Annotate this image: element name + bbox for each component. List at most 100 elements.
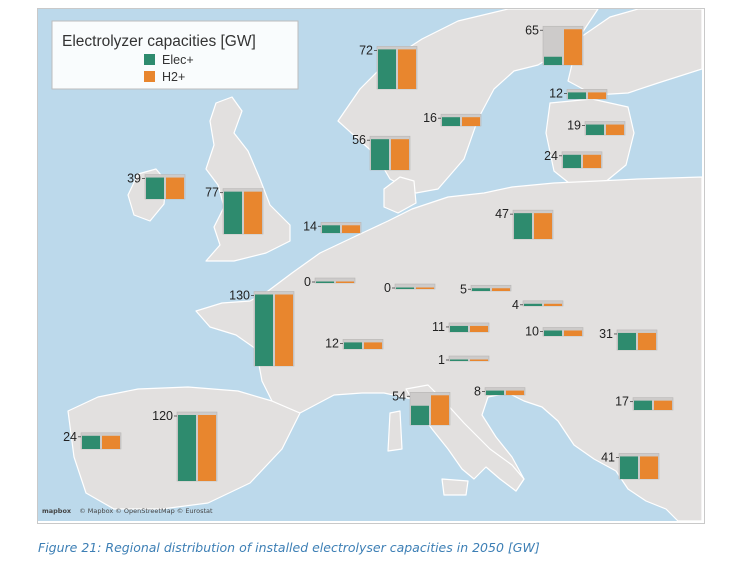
- region-bars: 47: [495, 207, 554, 240]
- region-bars: 10: [525, 325, 584, 339]
- value-label: 14: [303, 219, 317, 233]
- bar-h2: [275, 294, 293, 366]
- bar-h2: [654, 400, 672, 410]
- bar-h2: [364, 342, 382, 349]
- bar-h2: [506, 390, 524, 395]
- bar-elec: [524, 303, 542, 306]
- bar-elec: [563, 154, 581, 168]
- value-label: 24: [63, 430, 77, 444]
- bar-elec: [634, 400, 652, 410]
- bar-h2: [544, 303, 562, 306]
- region-box: [448, 322, 490, 333]
- bar-elec: [146, 177, 164, 199]
- legend-title: Electrolyzer capacities [GW]: [62, 33, 256, 50]
- region-bars: 1: [438, 353, 490, 367]
- bar-h2: [588, 92, 606, 99]
- region-bars: 4: [512, 298, 564, 312]
- region-box: [342, 339, 384, 350]
- bar-h2: [398, 49, 416, 89]
- value-label: 12: [325, 336, 339, 350]
- region-bars: 39: [127, 172, 186, 200]
- land-sardinia: [387, 410, 403, 452]
- legend: Electrolyzer capacities [GW] Elec+ H2+: [51, 20, 299, 90]
- bar-elec: [586, 124, 604, 135]
- land-denmark: [383, 176, 417, 214]
- legend-label-h2: H2+: [162, 70, 185, 84]
- region-bars: 54: [392, 389, 451, 426]
- bar-h2: [244, 191, 262, 234]
- region-bars: 72: [359, 43, 418, 90]
- value-label: 19: [567, 119, 581, 133]
- land-continent: [195, 176, 702, 521]
- region-box: [440, 113, 482, 127]
- region-bars: 8: [474, 385, 526, 399]
- region-bars: 17: [615, 395, 674, 411]
- region-bars: 56: [352, 133, 411, 171]
- region-bars: 12: [325, 336, 384, 350]
- value-label: 47: [495, 207, 509, 221]
- value-label: 8: [474, 385, 481, 399]
- bar-elec: [224, 191, 242, 234]
- region-bars: 120: [152, 409, 218, 482]
- region-bars: 65: [525, 23, 584, 66]
- region-box: [314, 277, 356, 284]
- value-label: 1: [438, 353, 445, 367]
- region-box: [566, 89, 608, 100]
- region-bars: 24: [544, 149, 603, 169]
- bar-h2: [416, 287, 434, 289]
- bar-elec: [322, 225, 340, 233]
- value-label: 130: [229, 289, 250, 303]
- bar-elec: [450, 359, 468, 361]
- region-bars: 19: [567, 119, 626, 136]
- region-bars: 77: [205, 186, 264, 235]
- value-label: 120: [152, 409, 173, 423]
- bar-elec: [316, 281, 334, 283]
- value-label: 65: [525, 23, 539, 37]
- bar-elec: [472, 288, 490, 291]
- bar-elec: [486, 390, 504, 395]
- legend-swatch-elec: [144, 54, 155, 65]
- bar-h2: [564, 29, 582, 65]
- bar-h2: [462, 117, 480, 126]
- value-label: 12: [549, 86, 563, 100]
- mapbox-logo: mapbox: [42, 507, 72, 515]
- bar-elec: [442, 117, 460, 126]
- bar-h2: [492, 288, 510, 291]
- value-label: 72: [359, 43, 373, 57]
- bar-elec: [620, 456, 638, 479]
- bar-h2: [470, 359, 488, 361]
- region-bars: 130: [229, 289, 295, 367]
- region-bars: 41: [601, 450, 660, 480]
- figure-caption: Figure 21: Regional distribution of inst…: [38, 540, 540, 555]
- value-label: 4: [512, 298, 519, 312]
- region-bars: 31: [599, 327, 658, 351]
- region-box: [470, 284, 512, 292]
- legend-label-elec: Elec+: [162, 53, 194, 67]
- bar-h2: [198, 415, 216, 481]
- land-finland: [567, 9, 702, 96]
- region-box: [448, 355, 490, 362]
- value-label: 39: [127, 172, 141, 186]
- value-label: 5: [460, 282, 467, 296]
- bar-h2: [431, 395, 449, 425]
- region-box: [394, 283, 436, 290]
- value-label: 0: [384, 281, 391, 295]
- value-label: 54: [392, 389, 406, 403]
- bar-elec: [82, 435, 100, 449]
- value-label: 24: [544, 149, 558, 163]
- region-bars: 0: [304, 275, 356, 289]
- value-label: 10: [525, 325, 539, 339]
- value-label: 17: [615, 395, 629, 409]
- bar-elec: [344, 342, 362, 349]
- bar-h2: [583, 154, 601, 168]
- legend-box: [51, 20, 299, 90]
- value-label: 41: [601, 450, 615, 464]
- value-label: 77: [205, 186, 219, 200]
- bar-h2: [606, 124, 624, 135]
- region-box: [320, 222, 362, 234]
- bar-elec: [378, 49, 396, 89]
- map-chart: 72 65 12 16 19 56 24 39 77 14 47 0 0 130 5 4 11 10 31 12 1 8 5…: [38, 9, 702, 521]
- attribution-text: © Mapbox © OpenStreetMap © Eurostat: [79, 507, 213, 515]
